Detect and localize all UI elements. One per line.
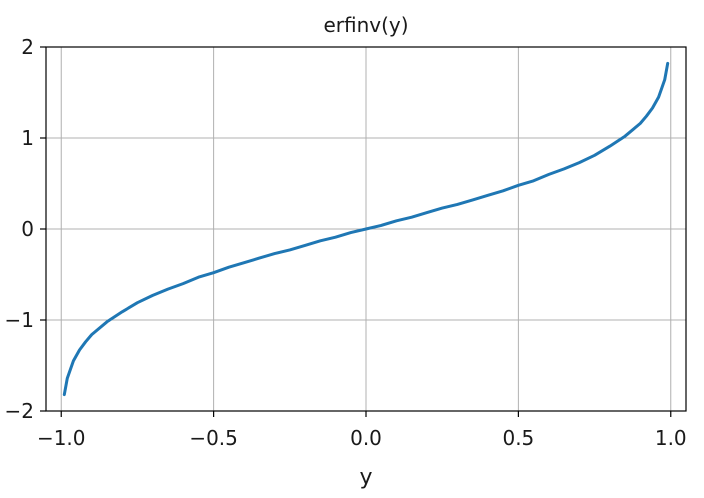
ticks: −1.0 −0.5 0.0 0.5 1.0 −2 −1 0 1 2 (5, 35, 687, 450)
x-tick-label: −1.0 (37, 426, 86, 450)
x-tick-label: 0.0 (350, 426, 382, 450)
x-tick-label: 0.5 (502, 426, 534, 450)
series-layer (62, 61, 670, 397)
y-tick-label: 1 (21, 126, 34, 150)
y-tick-label: −1 (5, 308, 34, 332)
chart-title: erfinv(y) (323, 13, 408, 37)
y-tick-label: 0 (21, 217, 34, 241)
x-axis-label: y (359, 465, 372, 490)
y-tick-label: −2 (5, 399, 34, 423)
x-tick-label: 1.0 (655, 426, 687, 450)
y-tick-label: 2 (21, 35, 34, 59)
erfinv-series-line (62, 61, 670, 397)
x-tick-label: −0.5 (189, 426, 238, 450)
